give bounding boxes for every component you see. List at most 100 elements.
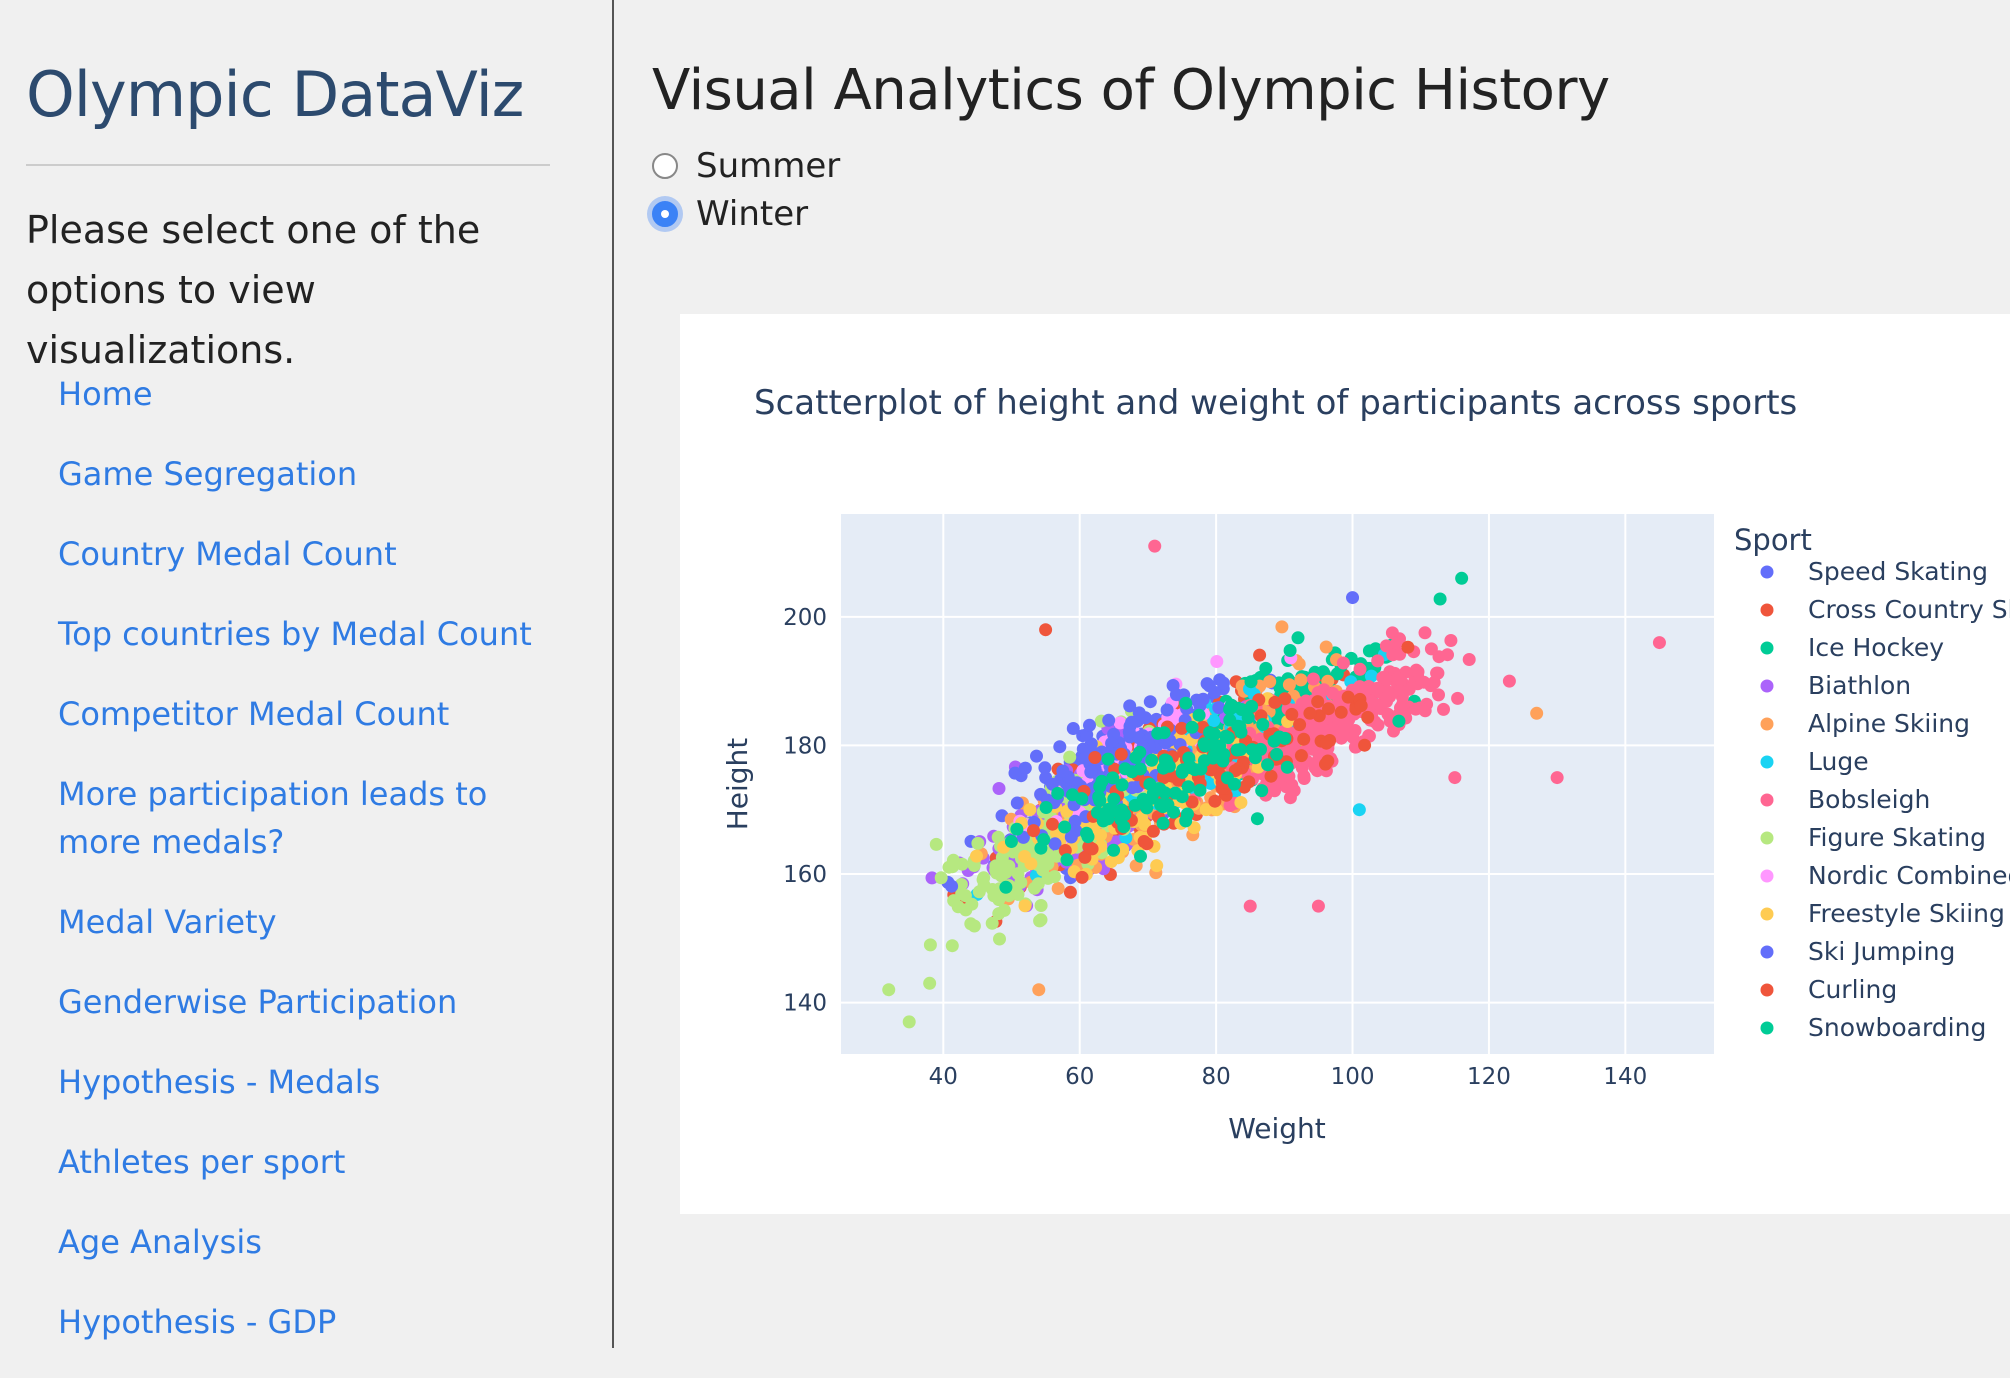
data-point[interactable] — [1106, 771, 1120, 785]
data-point[interactable] — [1185, 720, 1199, 734]
data-point[interactable] — [1210, 655, 1224, 668]
data-point[interactable] — [1150, 859, 1164, 873]
data-point[interactable] — [1217, 747, 1231, 761]
data-point[interactable] — [1270, 747, 1284, 761]
data-point[interactable] — [1411, 665, 1425, 679]
nav-link-top-countries[interactable]: Top countries by Medal Count — [58, 615, 532, 653]
data-point[interactable] — [1278, 731, 1292, 745]
legend-item[interactable]: Curling — [1808, 975, 1897, 1004]
data-point[interactable] — [989, 859, 1003, 873]
data-point[interactable] — [1207, 714, 1221, 728]
data-point[interactable] — [1381, 707, 1395, 721]
data-point[interactable] — [1162, 759, 1176, 773]
data-point[interactable] — [1293, 718, 1307, 732]
outlier-point[interactable] — [1243, 899, 1257, 913]
data-point[interactable] — [1193, 699, 1207, 713]
radio-summer-circle[interactable] — [652, 153, 678, 179]
data-point[interactable] — [1353, 662, 1367, 676]
radio-winter-circle[interactable] — [652, 201, 678, 227]
data-point[interactable] — [1285, 707, 1299, 721]
data-point[interactable] — [1145, 753, 1159, 767]
data-point[interactable] — [1157, 726, 1171, 740]
data-point[interactable] — [1088, 751, 1102, 764]
data-point[interactable] — [1358, 738, 1372, 752]
data-point[interactable] — [1145, 791, 1159, 805]
data-point[interactable] — [1090, 806, 1104, 819]
data-point[interactable] — [1326, 686, 1340, 700]
data-point[interactable] — [945, 879, 959, 893]
data-point[interactable] — [1031, 877, 1045, 891]
data-point[interactable] — [1337, 716, 1351, 730]
nav-link-home[interactable]: Home — [58, 375, 153, 413]
data-point[interactable] — [1371, 654, 1385, 668]
data-point[interactable] — [1283, 644, 1297, 657]
data-point[interactable] — [1143, 695, 1157, 709]
data-point[interactable] — [1064, 830, 1078, 844]
data-point[interactable] — [1179, 696, 1193, 710]
data-point[interactable] — [1093, 794, 1107, 808]
data-point[interactable] — [1115, 778, 1129, 792]
data-point[interactable] — [1048, 837, 1062, 851]
data-point[interactable] — [1153, 782, 1167, 796]
data-point[interactable] — [1291, 631, 1305, 645]
data-point[interactable] — [1058, 820, 1072, 834]
data-point[interactable] — [1245, 699, 1259, 713]
data-point[interactable] — [1392, 714, 1406, 728]
data-point[interactable] — [1081, 830, 1095, 844]
data-point[interactable] — [1132, 706, 1146, 720]
data-point[interactable] — [967, 919, 981, 933]
data-point[interactable] — [1107, 792, 1121, 806]
outlier-point[interactable] — [1346, 591, 1360, 605]
data-point[interactable] — [1063, 885, 1077, 899]
data-point[interactable] — [1424, 642, 1438, 656]
legend-item[interactable]: Figure Skating — [1808, 823, 1986, 852]
data-point[interactable] — [1319, 640, 1333, 654]
data-point[interactable] — [1227, 777, 1241, 791]
data-point[interactable] — [1034, 899, 1048, 912]
nav-link-game-segregation[interactable]: Game Segregation — [58, 455, 358, 493]
data-point[interactable] — [987, 889, 1001, 903]
data-point[interactable] — [1199, 803, 1213, 817]
data-point[interactable] — [1299, 694, 1313, 708]
data-point[interactable] — [1256, 718, 1270, 731]
data-point[interactable] — [1244, 675, 1258, 689]
legend-marker[interactable] — [1760, 603, 1774, 617]
data-point[interactable] — [1334, 705, 1348, 719]
data-point[interactable] — [999, 866, 1013, 880]
data-point[interactable] — [923, 938, 937, 952]
outlier-point[interactable] — [1448, 771, 1462, 785]
legend-marker[interactable] — [1760, 679, 1774, 693]
data-point[interactable] — [1008, 766, 1022, 780]
outlier-point[interactable] — [1502, 674, 1516, 688]
data-point[interactable] — [1385, 626, 1399, 640]
data-point[interactable] — [1200, 677, 1214, 691]
legend-marker[interactable] — [1760, 793, 1774, 807]
outlier-point[interactable] — [1652, 636, 1666, 650]
data-point[interactable] — [1387, 724, 1400, 738]
legend-marker[interactable] — [1760, 983, 1774, 997]
outlier-point[interactable] — [1311, 899, 1325, 913]
data-point[interactable] — [1053, 740, 1067, 754]
data-point[interactable] — [1208, 794, 1222, 808]
data-point[interactable] — [1234, 725, 1248, 739]
data-point[interactable] — [1066, 722, 1080, 735]
legend-item[interactable]: Freestyle Skiing — [1808, 899, 2005, 928]
data-point[interactable] — [1336, 656, 1350, 670]
data-point[interactable] — [1129, 751, 1143, 764]
legend-item[interactable]: Snowboarding — [1808, 1013, 1986, 1042]
data-point[interactable] — [1216, 676, 1230, 690]
data-point[interactable] — [1101, 752, 1115, 766]
data-point[interactable] — [1010, 796, 1024, 810]
data-point[interactable] — [1114, 747, 1128, 761]
outlier-point[interactable] — [1148, 539, 1162, 553]
data-point[interactable] — [1167, 805, 1181, 819]
data-point[interactable] — [1444, 634, 1458, 647]
outlier-point[interactable] — [1352, 803, 1366, 817]
data-point[interactable] — [1192, 708, 1206, 722]
data-point[interactable] — [1140, 837, 1154, 851]
data-point[interactable] — [1198, 739, 1212, 753]
data-point[interactable] — [1024, 857, 1038, 871]
data-point[interactable] — [1160, 703, 1174, 717]
data-point[interactable] — [1107, 843, 1121, 857]
data-point[interactable] — [1433, 592, 1447, 606]
